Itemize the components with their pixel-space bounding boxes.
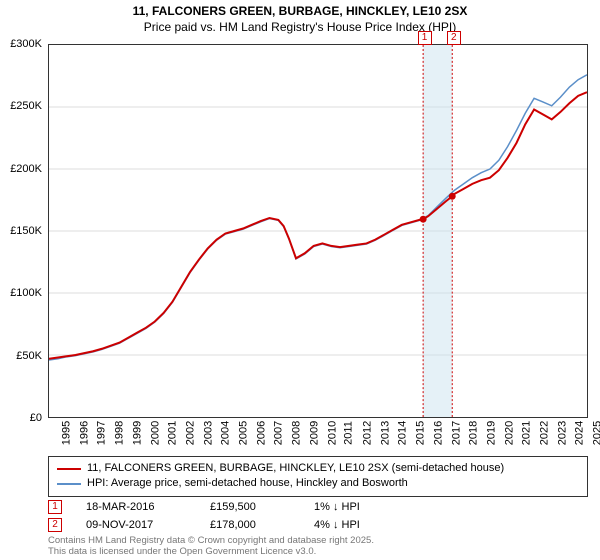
x-tick-label: 2011 bbox=[343, 421, 355, 445]
plot-area: 12 bbox=[48, 44, 588, 418]
transaction-row: 2 09-NOV-2017 £178,000 4% ↓ HPI bbox=[48, 516, 588, 534]
transaction-row: 1 18-MAR-2016 £159,500 1% ↓ HPI bbox=[48, 498, 588, 516]
legend-label-price-paid: 11, FALCONERS GREEN, BURBAGE, HINCKLEY, … bbox=[87, 461, 504, 476]
x-tick-label: 2006 bbox=[255, 421, 267, 445]
x-tick-label: 1995 bbox=[60, 421, 72, 445]
y-tick-label: £150K bbox=[10, 225, 42, 237]
legend-row-hpi: HPI: Average price, semi-detached house,… bbox=[57, 476, 579, 491]
plot-svg bbox=[49, 45, 587, 417]
y-axis-labels: £0£50K£100K£150K£200K£250K£300K bbox=[0, 44, 46, 418]
x-tick-label: 2024 bbox=[574, 421, 586, 445]
copyright-line2: This data is licensed under the Open Gov… bbox=[48, 547, 374, 558]
x-tick-label: 2010 bbox=[326, 421, 338, 445]
x-tick-label: 2023 bbox=[556, 421, 568, 445]
y-tick-label: £300K bbox=[10, 38, 42, 50]
x-tick-label: 2020 bbox=[503, 421, 515, 445]
x-axis-labels: 1995 1996 1997 1998 1999 2000 2001 2002 2003 2004… bbox=[48, 420, 588, 454]
x-tick-label: 2018 bbox=[468, 421, 480, 445]
x-tick-label: 2007 bbox=[273, 421, 285, 445]
x-tick-label: 2022 bbox=[539, 421, 551, 445]
chart-title-line2: Price paid vs. HM Land Registry's House … bbox=[0, 20, 600, 36]
x-tick-label: 1997 bbox=[96, 421, 108, 445]
legend-swatch-red bbox=[57, 468, 81, 470]
legend-row-price-paid: 11, FALCONERS GREEN, BURBAGE, HINCKLEY, … bbox=[57, 461, 579, 476]
x-tick-label: 2005 bbox=[238, 421, 250, 445]
x-tick-label: 1999 bbox=[131, 421, 143, 445]
transaction-delta: 1% ↓ HPI bbox=[314, 501, 414, 513]
transaction-price: £159,500 bbox=[210, 501, 290, 513]
x-tick-label: 2004 bbox=[220, 421, 232, 445]
x-tick-label: 2017 bbox=[450, 421, 462, 445]
x-tick-label: 2012 bbox=[361, 421, 373, 445]
x-tick-label: 2014 bbox=[397, 421, 409, 445]
x-tick-label: 2009 bbox=[308, 421, 320, 445]
chart-marker-1: 1 bbox=[418, 31, 432, 45]
transaction-price: £178,000 bbox=[210, 519, 290, 531]
x-tick-label: 1998 bbox=[114, 421, 126, 445]
y-tick-label: £100K bbox=[10, 287, 42, 299]
x-tick-label: 1996 bbox=[78, 421, 90, 445]
transaction-marker-2: 2 bbox=[48, 518, 62, 532]
chart-marker-2: 2 bbox=[447, 31, 461, 45]
x-tick-label: 2000 bbox=[149, 421, 161, 445]
transaction-table: 1 18-MAR-2016 £159,500 1% ↓ HPI 2 09-NOV… bbox=[48, 498, 588, 534]
transaction-date: 09-NOV-2017 bbox=[86, 519, 186, 531]
copyright-text: Contains HM Land Registry data © Crown c… bbox=[48, 536, 374, 558]
x-tick-label: 2002 bbox=[184, 421, 196, 445]
chart-title-line1: 11, FALCONERS GREEN, BURBAGE, HINCKLEY, … bbox=[0, 0, 600, 20]
transaction-marker-1: 1 bbox=[48, 500, 62, 514]
y-tick-label: £250K bbox=[10, 100, 42, 112]
chart-container: 11, FALCONERS GREEN, BURBAGE, HINCKLEY, … bbox=[0, 0, 600, 560]
x-tick-label: 2013 bbox=[379, 421, 391, 445]
x-tick-label: 2016 bbox=[432, 421, 444, 445]
y-tick-label: £50K bbox=[16, 350, 42, 362]
legend-label-hpi: HPI: Average price, semi-detached house,… bbox=[87, 476, 408, 491]
x-tick-label: 2003 bbox=[202, 421, 214, 445]
x-tick-label: 2001 bbox=[167, 421, 179, 445]
legend-swatch-blue bbox=[57, 483, 81, 485]
transaction-date: 18-MAR-2016 bbox=[86, 501, 186, 513]
x-tick-label: 2025 bbox=[592, 421, 600, 445]
legend-box: 11, FALCONERS GREEN, BURBAGE, HINCKLEY, … bbox=[48, 456, 588, 497]
x-tick-label: 2021 bbox=[521, 421, 533, 445]
x-tick-label: 2019 bbox=[485, 421, 497, 445]
transaction-delta: 4% ↓ HPI bbox=[314, 519, 414, 531]
x-tick-label: 2008 bbox=[291, 421, 303, 445]
x-tick-label: 2015 bbox=[415, 421, 427, 445]
y-tick-label: £0 bbox=[30, 412, 42, 424]
y-tick-label: £200K bbox=[10, 163, 42, 175]
